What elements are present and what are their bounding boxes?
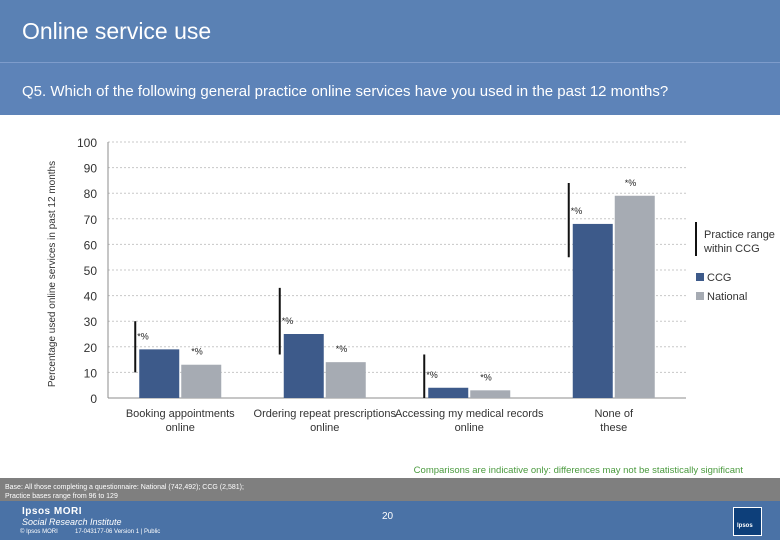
logo-subtitle: Social Research Institute	[22, 517, 122, 527]
data-label: *%	[191, 347, 203, 357]
data-label: *%	[426, 370, 438, 380]
base-footnote: Base: All those completing a questionnai…	[5, 483, 244, 501]
bar-ccg	[283, 334, 324, 398]
legend-range-label: Practice range	[704, 229, 775, 241]
y-tick-label: 70	[84, 213, 98, 227]
comparison-note: Comparisons are indicative only: differe…	[414, 465, 744, 476]
y-tick-label: 10	[84, 366, 98, 380]
data-label: *%	[282, 316, 294, 326]
question-bar: Q5. Which of the following general pract…	[0, 62, 780, 115]
logo-brand: Ipsos MORI	[22, 506, 83, 517]
y-tick-label: 40	[84, 290, 98, 304]
y-tick-label: 20	[84, 341, 98, 355]
bar-national	[470, 390, 511, 398]
bar-chart: 0 10 20 30 40 50 60 70 80 90 100 Percentage used on…	[47, 136, 775, 476]
data-label: *%	[336, 344, 348, 354]
ipsos-badge-text: Ipsos	[737, 523, 753, 529]
data-label: *%	[571, 206, 583, 216]
ipsos-badge-icon: Ipsos	[733, 507, 762, 536]
y-tick-label: 50	[84, 264, 98, 278]
data-label: *%	[137, 331, 149, 341]
bar-national	[614, 195, 655, 398]
legend-label-national: National	[707, 291, 747, 303]
bar-national	[181, 364, 222, 398]
copyright-text: © Ipsos MORI	[20, 529, 58, 535]
y-tick-label: 0	[90, 392, 97, 406]
header-bar: Online service use	[0, 0, 780, 62]
legend-swatch-national	[696, 292, 704, 300]
bar-ccg	[139, 349, 180, 398]
x-tick-label: None of these	[594, 408, 633, 434]
x-tick-label: Booking appointments online	[126, 408, 235, 434]
bar-ccg	[428, 387, 469, 398]
footnote-bar: Base: All those completing a questionnai…	[0, 478, 780, 501]
data-label: *%	[625, 178, 637, 188]
footer-bar: Ipsos MORI Social Research Institute © I…	[0, 501, 780, 540]
y-tick-label: 80	[84, 187, 98, 201]
legend-label-ccg: CCG	[707, 272, 731, 284]
bar-ccg	[572, 223, 613, 398]
y-tick-label: 60	[84, 238, 98, 252]
y-axis-label: Percentage used online services in past …	[47, 161, 58, 387]
question-text: Q5. Which of the following general pract…	[22, 83, 669, 100]
ipsos-mori-logo: Ipsos MORI Social Research Institute	[22, 506, 122, 527]
y-tick-label: 90	[84, 162, 98, 176]
y-tick-label: 30	[84, 315, 98, 329]
x-tick-label: Ordering repeat prescriptions online	[254, 408, 397, 434]
version-text: 17-043177-06 Version 1 | Public	[75, 529, 161, 535]
x-tick-label: Accessing my medical records online	[395, 408, 544, 434]
y-tick-label: 100	[77, 136, 97, 150]
data-label: *%	[480, 372, 492, 382]
base-footnote-line1: Base: All those completing a questionnai…	[5, 484, 244, 491]
base-footnote-line2: Practice bases range from 96 to 129	[5, 493, 118, 500]
page-number: 20	[382, 511, 394, 522]
legend-range-label: within CCG	[703, 243, 760, 255]
legend-swatch-ccg	[696, 273, 704, 281]
bar-national	[325, 362, 366, 398]
page-title: Online service use	[22, 18, 212, 44]
